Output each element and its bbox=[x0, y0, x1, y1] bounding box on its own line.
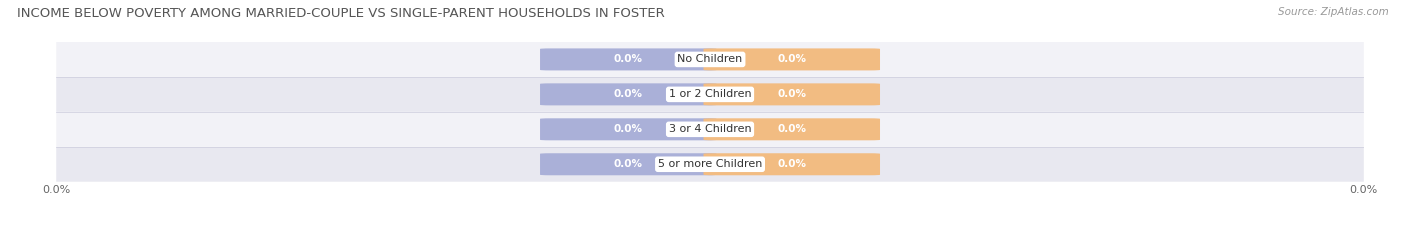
Text: INCOME BELOW POVERTY AMONG MARRIED-COUPLE VS SINGLE-PARENT HOUSEHOLDS IN FOSTER: INCOME BELOW POVERTY AMONG MARRIED-COUPL… bbox=[17, 7, 665, 20]
Text: 0.0%: 0.0% bbox=[778, 159, 806, 169]
FancyBboxPatch shape bbox=[540, 83, 717, 105]
Text: 0.0%: 0.0% bbox=[778, 89, 806, 99]
Text: 0.0%: 0.0% bbox=[614, 55, 643, 64]
FancyBboxPatch shape bbox=[540, 153, 717, 175]
FancyBboxPatch shape bbox=[703, 48, 880, 70]
FancyBboxPatch shape bbox=[56, 147, 1364, 182]
FancyBboxPatch shape bbox=[56, 42, 1364, 77]
Text: 3 or 4 Children: 3 or 4 Children bbox=[669, 124, 751, 134]
FancyBboxPatch shape bbox=[56, 77, 1364, 112]
FancyBboxPatch shape bbox=[540, 118, 717, 140]
FancyBboxPatch shape bbox=[540, 48, 717, 70]
Text: 1 or 2 Children: 1 or 2 Children bbox=[669, 89, 751, 99]
Text: 0.0%: 0.0% bbox=[614, 124, 643, 134]
Text: Source: ZipAtlas.com: Source: ZipAtlas.com bbox=[1278, 7, 1389, 17]
FancyBboxPatch shape bbox=[703, 153, 880, 175]
Text: 0.0%: 0.0% bbox=[778, 124, 806, 134]
FancyBboxPatch shape bbox=[56, 112, 1364, 147]
Text: 0.0%: 0.0% bbox=[614, 159, 643, 169]
FancyBboxPatch shape bbox=[703, 83, 880, 105]
Text: No Children: No Children bbox=[678, 55, 742, 64]
FancyBboxPatch shape bbox=[703, 118, 880, 140]
Text: 0.0%: 0.0% bbox=[614, 89, 643, 99]
Text: 0.0%: 0.0% bbox=[778, 55, 806, 64]
Text: 5 or more Children: 5 or more Children bbox=[658, 159, 762, 169]
